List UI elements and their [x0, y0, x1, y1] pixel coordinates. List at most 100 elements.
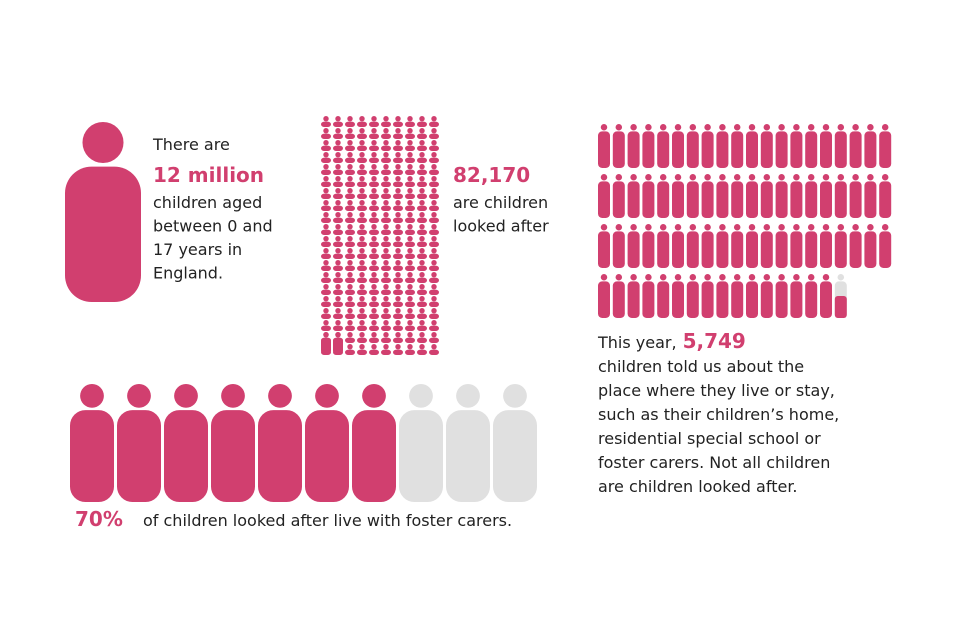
icon-body — [612, 131, 625, 168]
icon-body — [381, 121, 391, 127]
person-icon — [345, 308, 355, 319]
icon-head — [323, 284, 329, 290]
person-icon — [345, 188, 355, 199]
icon-body — [321, 241, 331, 247]
person-icon — [345, 260, 355, 271]
icon-body — [760, 231, 773, 268]
icon-body — [864, 231, 877, 268]
person-icon — [405, 128, 415, 139]
person-icon — [381, 320, 391, 331]
icon-head — [407, 164, 413, 170]
person-icon — [357, 152, 367, 163]
icon-body — [429, 313, 439, 319]
person-icon — [429, 260, 439, 271]
icon-head — [359, 188, 365, 194]
icon-head — [347, 284, 353, 290]
icon-body — [417, 349, 427, 355]
person-icon — [642, 274, 655, 318]
person-icon — [345, 332, 355, 343]
icon-body — [716, 131, 729, 168]
person-icon — [333, 320, 343, 331]
person-icon — [381, 128, 391, 139]
icon-body — [627, 181, 640, 218]
icon-head — [431, 212, 437, 218]
icon-head — [383, 260, 389, 266]
person-icon — [417, 152, 427, 163]
text-line: are children — [453, 193, 548, 212]
person-icon — [405, 212, 415, 223]
person-icon — [345, 284, 355, 295]
icon-body — [345, 337, 355, 343]
person-icon — [701, 224, 714, 268]
icon-head — [407, 140, 413, 146]
person-icon — [321, 152, 331, 163]
icon-head — [335, 140, 341, 146]
icon-body — [405, 253, 415, 259]
icon-head — [431, 152, 437, 158]
person-icon — [417, 224, 427, 235]
person-icon — [369, 260, 379, 271]
icon-body — [357, 253, 367, 259]
icon-head — [600, 124, 608, 131]
person-icon — [321, 320, 331, 331]
icon-head — [407, 188, 413, 194]
person-icon — [321, 236, 331, 247]
icon-head — [645, 124, 652, 131]
icon-body — [429, 241, 439, 247]
icon-head — [407, 152, 413, 158]
icon-body — [381, 349, 391, 355]
icon-head — [431, 116, 437, 122]
person-icon — [357, 248, 367, 259]
person-icon — [381, 200, 391, 211]
person-icon — [849, 174, 862, 218]
icon-body — [381, 241, 391, 247]
icon-head — [347, 236, 353, 242]
person-icon — [333, 296, 343, 307]
icon-body — [598, 181, 610, 218]
icon-head — [431, 248, 437, 254]
icon-head — [383, 272, 389, 278]
icon-head — [395, 176, 401, 182]
icon-head — [852, 174, 859, 181]
icon-body — [381, 217, 391, 223]
icon-head — [615, 224, 623, 231]
person-icon — [405, 140, 415, 151]
icon-head — [407, 176, 413, 182]
icon-body — [357, 181, 367, 187]
icon-head — [395, 212, 401, 218]
icon-body — [731, 181, 744, 218]
icon-body — [393, 349, 403, 355]
person-icon — [775, 124, 788, 168]
icon-body — [746, 131, 758, 168]
icon-body — [393, 301, 403, 307]
person-icon — [417, 332, 427, 343]
person-icon — [211, 384, 255, 502]
icon-body — [417, 133, 427, 139]
person-icon — [417, 140, 427, 151]
icon-body — [760, 181, 773, 218]
icon-head — [704, 124, 711, 131]
icon-body — [642, 181, 655, 218]
icon-head — [323, 164, 329, 170]
person-icon — [321, 284, 331, 295]
icon-body — [405, 145, 415, 151]
icon-body — [417, 277, 427, 283]
person-icon — [381, 236, 391, 247]
icon-body — [417, 253, 427, 259]
person-icon — [393, 152, 403, 163]
icon-head — [371, 140, 377, 146]
person-icon — [686, 224, 699, 268]
icon-body — [716, 181, 729, 218]
icon-body — [834, 231, 847, 268]
icon-head — [395, 344, 401, 350]
person-icon — [321, 296, 331, 307]
icon-head — [315, 384, 339, 408]
icon-body — [333, 193, 343, 199]
icon-head — [268, 384, 292, 408]
person-icon — [393, 176, 403, 187]
person-icon — [393, 200, 403, 211]
icon-head — [793, 124, 800, 131]
person-icon — [429, 344, 439, 355]
icon-head — [600, 174, 608, 181]
icon-body — [333, 157, 343, 163]
